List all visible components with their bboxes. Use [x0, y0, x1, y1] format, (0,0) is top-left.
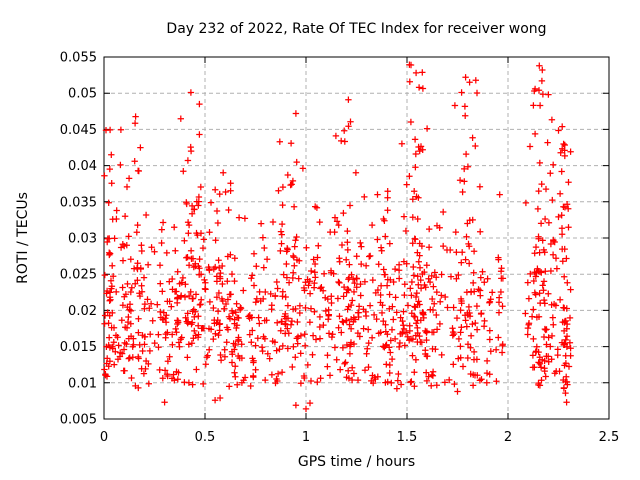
x-tick-label: 0.5: [195, 430, 216, 445]
scatter-points: [101, 61, 574, 413]
y-tick-label: 0.04: [68, 159, 97, 174]
chart-title: Day 232 of 2022, Rate Of TEC Index for r…: [166, 21, 546, 37]
plot-border: [103, 56, 610, 420]
y-tick-label: 0.045: [60, 123, 97, 138]
y-tick-label: 0.055: [60, 51, 97, 66]
y-tick-label: 0.025: [60, 268, 97, 283]
y-tick-label: 0.03: [68, 232, 97, 247]
y-tick-label: 0.01: [68, 376, 97, 391]
x-tick-label: 2: [504, 430, 512, 445]
y-tick-label: 0.05: [68, 87, 97, 102]
x-tick-label: 0: [100, 430, 108, 445]
tick-labels: 0 0.5 1 1.5 2 2.5 0.005 0.01 0.015 0.02 0.025 0.03 0…: [60, 51, 620, 446]
y-axis-label: ROTI / TECUs: [15, 192, 31, 284]
x-axis-label: GPS time / hours: [298, 454, 415, 470]
y-tick-label: 0.005: [60, 413, 97, 428]
y-tick-label: 0.015: [60, 340, 97, 355]
x-tick-label: 2.5: [599, 430, 620, 445]
x-tick-label: 1: [302, 430, 310, 445]
y-tick-label: 0.02: [68, 304, 97, 319]
y-tick-label: 0.035: [60, 195, 97, 210]
x-tick-label: 1.5: [397, 430, 418, 445]
